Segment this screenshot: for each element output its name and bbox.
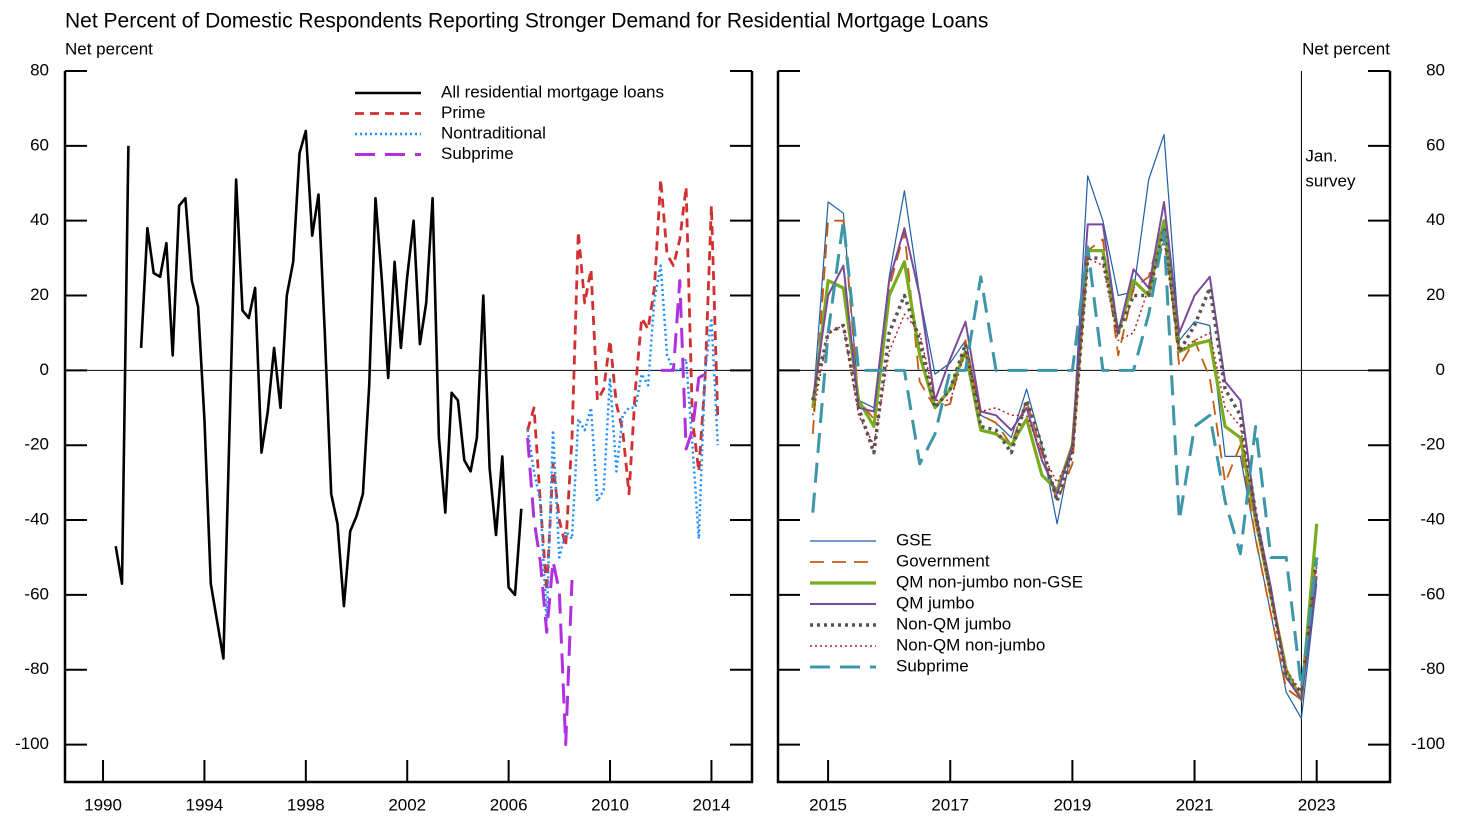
legend-label: Subprime [896, 656, 969, 675]
y-tick-label: -80 [24, 659, 49, 678]
annotation-text: survey [1305, 171, 1356, 190]
y-tick-label: 60 [1426, 135, 1445, 154]
x-tick-label: 2021 [1176, 795, 1214, 814]
y-tick-label: -60 [1420, 584, 1445, 603]
y-tick-label: -40 [1420, 510, 1445, 529]
x-tick-label: 2019 [1053, 795, 1091, 814]
y-tick-label: 40 [1426, 210, 1445, 229]
x-tick-label: 1994 [186, 795, 224, 814]
legend-label: All residential mortgage loans [441, 82, 664, 101]
legend-label: Subprime [441, 144, 514, 163]
series-line [811, 219, 1318, 701]
legend-label: QM jumbo [896, 593, 974, 612]
x-tick-label: 2015 [809, 795, 847, 814]
series-line [811, 219, 1319, 690]
series-line [114, 129, 523, 660]
legend-label: QM non-jumbo non-GSE [896, 572, 1083, 591]
y-tick-label: 20 [30, 285, 49, 304]
legend-label: Nontraditional [441, 123, 546, 142]
y-tick-label: -100 [15, 734, 49, 753]
y-tick-label: 0 [40, 360, 49, 379]
series-line [526, 264, 720, 623]
legend-label: Non-QM jumbo [896, 614, 1011, 633]
y-tick-label: 40 [30, 210, 49, 229]
y-tick-label: -20 [24, 435, 49, 454]
y-axis-label: Net percent [1302, 39, 1390, 58]
y-tick-label: 0 [1436, 360, 1445, 379]
y-tick-label: -100 [1411, 734, 1445, 753]
x-tick-label: 2023 [1298, 795, 1336, 814]
x-tick-label: 2014 [693, 795, 731, 814]
y-tick-label: 80 [1426, 60, 1445, 79]
x-tick-label: 1990 [84, 795, 122, 814]
legend-label: Government [896, 551, 990, 570]
y-tick-label: -60 [24, 584, 49, 603]
annotation-text: Jan. [1305, 146, 1337, 165]
x-tick-label: 2017 [931, 795, 969, 814]
x-tick-label: 2006 [490, 795, 528, 814]
x-tick-label: 2002 [388, 795, 426, 814]
series-line [811, 226, 1319, 694]
frame [63, 71, 754, 784]
y-tick-label: 60 [30, 135, 49, 154]
series-line [526, 178, 720, 593]
y-tick-label: -40 [24, 510, 49, 529]
frame [776, 71, 1392, 784]
x-tick-label: 2010 [591, 795, 629, 814]
series-line [811, 201, 1318, 701]
y-axis-label: Net percent [65, 39, 153, 58]
y-tick-label: -80 [1420, 659, 1445, 678]
series-line [526, 279, 706, 747]
y-tick-label: 80 [30, 60, 49, 79]
series-line [812, 238, 1318, 693]
y-tick-label: -20 [1420, 435, 1445, 454]
chart-title: Net Percent of Domestic Respondents Repo… [65, 10, 988, 33]
legend-label: GSE [896, 530, 932, 549]
y-tick-label: 20 [1426, 285, 1445, 304]
legend-label: Non-QM non-jumbo [896, 635, 1045, 654]
legend-label: Prime [441, 103, 485, 122]
x-tick-label: 1998 [287, 795, 325, 814]
